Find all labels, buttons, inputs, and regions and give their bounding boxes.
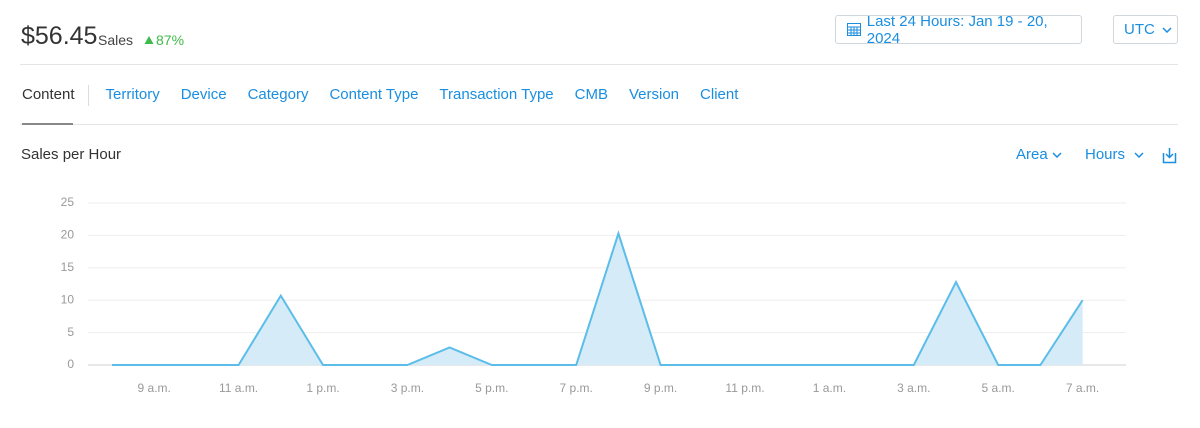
tab[interactable]: CMB [574, 86, 608, 103]
up-arrow [144, 36, 154, 44]
date-range-button[interactable]: Last 24 Hours: Jan 19 - 20, 2024 [835, 12, 1082, 47]
x-tick-label: 3 p.m. [391, 381, 424, 395]
chart-style-dropdown[interactable]: Area [1016, 146, 1062, 163]
tab[interactable]: Device [180, 86, 227, 103]
tab[interactable]: Territory [105, 86, 160, 103]
x-tick-label: 1 p.m. [306, 381, 339, 395]
date-range: Last 24 Hours: Jan 19 - 20, 2024 [866, 12, 1048, 47]
granularity: Hours [1085, 146, 1126, 163]
tab-bar: Content Territory Device Category Content Ty… [22, 86, 738, 103]
sales-label: Sales [98, 32, 134, 48]
x-tick-label: 5 p.m. [475, 381, 508, 395]
y-tick-label: 5 [67, 325, 74, 339]
y-tick-label: 10 [61, 292, 75, 306]
tab[interactable]: Version [628, 86, 680, 103]
tab[interactable]: Content [22, 86, 75, 103]
tab[interactable]: Client [700, 86, 739, 103]
x-tick-label: 3 a.m. [897, 381, 930, 395]
sales-amount: $56.45 [21, 22, 98, 50]
y-tick-label: 0 [67, 357, 74, 371]
active-tab-indicator [22, 123, 73, 125]
x-tick-label: 11 a.m. [219, 381, 258, 395]
divider [20, 64, 1178, 65]
area-fill [112, 233, 1083, 365]
chevron [1052, 151, 1062, 158]
y-tick-label: 20 [61, 228, 75, 242]
download-icon[interactable] [1162, 147, 1177, 164]
y-tick-label: 15 [61, 260, 75, 274]
calendar-icon [847, 23, 861, 36]
x-tick-label: 7 p.m. [560, 381, 593, 395]
x-tick-label: 1 a.m. [813, 381, 846, 395]
x-tick-label: 5 a.m. [982, 381, 1015, 395]
chart-style: Area [1016, 146, 1048, 163]
y-tick-label: 25 [61, 195, 75, 209]
x-tick-label: 9 a.m. [138, 381, 171, 395]
divider [20, 124, 1178, 125]
timezone-dropdown[interactable]: UTC [1113, 15, 1178, 44]
tab[interactable]: Transaction Type [439, 86, 554, 103]
tab-separator [88, 85, 89, 106]
tab[interactable]: Category [247, 86, 309, 103]
timezone: UTC [1124, 21, 1155, 38]
x-tick-label: 11 p.m. [725, 381, 764, 395]
chart-title: Sales per Hour [21, 146, 122, 163]
tab[interactable]: Content Type [329, 86, 419, 103]
granularity-dropdown[interactable]: Hours [1085, 146, 1144, 163]
chevron [1162, 26, 1172, 33]
x-tick-label: 7 a.m. [1066, 381, 1099, 395]
x-tick-label: 9 p.m. [644, 381, 677, 395]
area-line [112, 230, 1084, 366]
chevron [1134, 151, 1144, 158]
sales-change: 87% [156, 32, 185, 48]
